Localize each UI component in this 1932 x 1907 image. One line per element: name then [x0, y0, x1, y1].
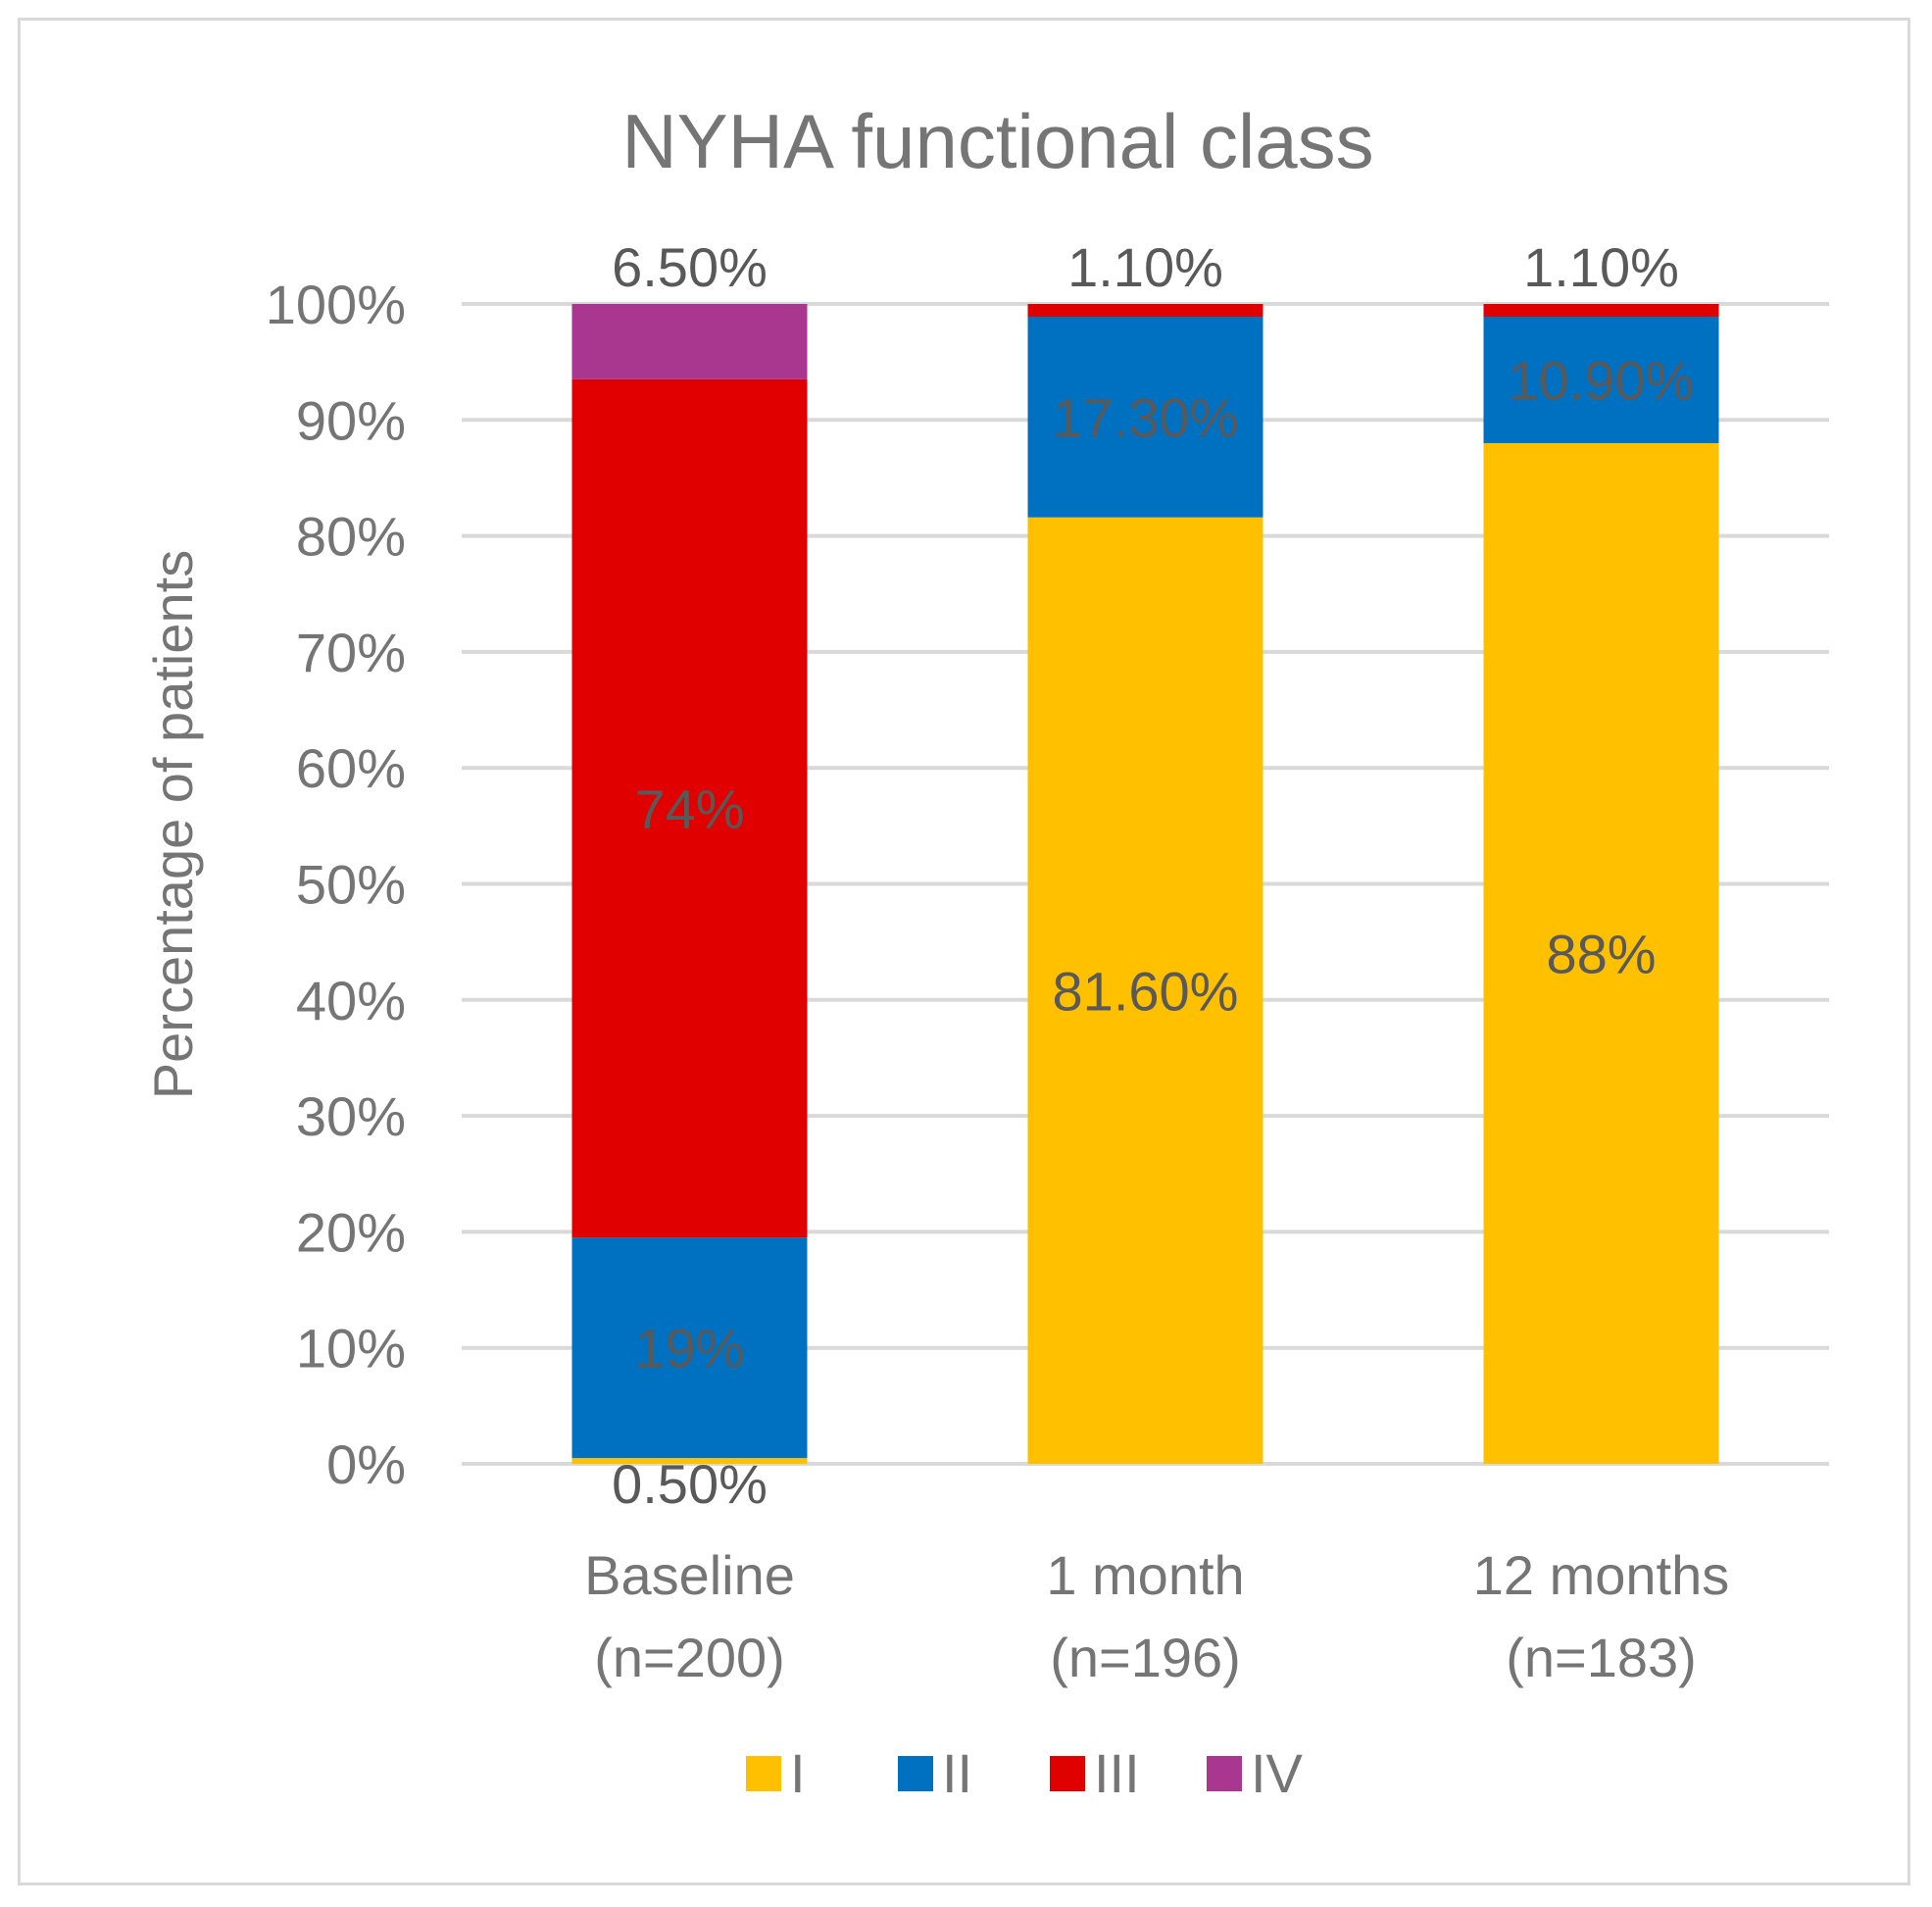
y-tick-label: 90%: [296, 389, 406, 451]
bar-segment-iii-2: [1483, 304, 1719, 318]
legend-swatch-i: [746, 1756, 781, 1791]
bars: [571, 304, 1719, 1465]
data-label: 6.50%: [612, 236, 768, 298]
data-label: 1.10%: [1523, 236, 1679, 298]
data-label: 74%: [634, 778, 744, 840]
legend-label-iii: III: [1094, 1742, 1140, 1804]
bar-segment-iii-0: [571, 378, 808, 1238]
bar-segment-ii-2: [1483, 317, 1719, 443]
x-category-label: 12 months: [1473, 1544, 1730, 1606]
x-category-label: (n=200): [594, 1627, 785, 1688]
bar-segment-i-2: [1483, 442, 1719, 1465]
bar-segment-iii-1: [1027, 304, 1263, 318]
legend-label-i: I: [790, 1742, 806, 1804]
chart-frame: NYHA functional class 0% 10% 20% 30% 40% 50% 6…: [18, 18, 1910, 1885]
bar-segment-i-1: [1027, 517, 1263, 1464]
y-tick-label: 20%: [296, 1201, 406, 1263]
y-tick-label: 40%: [296, 970, 406, 1031]
chart-title: NYHA functional class: [621, 98, 1373, 184]
x-category-label: (n=196): [1050, 1627, 1241, 1688]
data-label: 88%: [1546, 923, 1656, 984]
y-tick-label: 100%: [266, 274, 406, 335]
bar-segment-ii-1: [1027, 317, 1263, 518]
legend-swatch-ii: [898, 1756, 933, 1791]
x-category-label: Baseline: [584, 1544, 795, 1606]
bar-segment-i-0: [571, 1458, 808, 1464]
y-tick-label: 60%: [296, 737, 406, 799]
legend-label-ii: II: [942, 1742, 972, 1804]
bar-segment-ii-0: [571, 1237, 808, 1459]
x-category-label: 1 month: [1046, 1544, 1244, 1606]
legend-swatch-iv: [1207, 1756, 1242, 1791]
x-category-label: (n=183): [1506, 1627, 1697, 1688]
legend-swatch-iii: [1050, 1756, 1085, 1791]
legend-label-iv: IV: [1251, 1742, 1304, 1804]
data-label: 1.10%: [1067, 236, 1223, 298]
data-label: 10.90%: [1509, 349, 1695, 411]
data-label: 19%: [634, 1318, 744, 1380]
data-labels: 0.50% 19% 74% 6.50% 81.60% 17.30% 1.10% 88% 10.9…: [612, 236, 1694, 1515]
y-tick-label: 0%: [326, 1433, 406, 1495]
data-label: 17.30%: [1053, 386, 1239, 448]
y-tick-label: 70%: [296, 622, 406, 683]
bar-segment-iv-0: [571, 304, 808, 379]
data-label: 81.60%: [1053, 960, 1239, 1022]
y-tick-label: 10%: [296, 1318, 406, 1380]
y-axis-label: Percentage of patients: [142, 550, 204, 1099]
y-tick-label: 80%: [296, 506, 406, 568]
y-tick-label: 30%: [296, 1085, 406, 1147]
legend: I II III IV: [746, 1742, 1304, 1804]
x-axis-categories: Baseline (n=200) 1 month (n=196) 12 months (n…: [584, 1544, 1729, 1688]
y-axis-ticks: 0% 10% 20% 30% 40% 50% 60% 70% 80% 90% 100%: [266, 274, 406, 1495]
chart-svg: NYHA functional class 0% 10% 20% 30% 40% 50% 6…: [142, 98, 1829, 1804]
y-tick-label: 50%: [296, 854, 406, 916]
data-label: 0.50%: [612, 1453, 768, 1515]
